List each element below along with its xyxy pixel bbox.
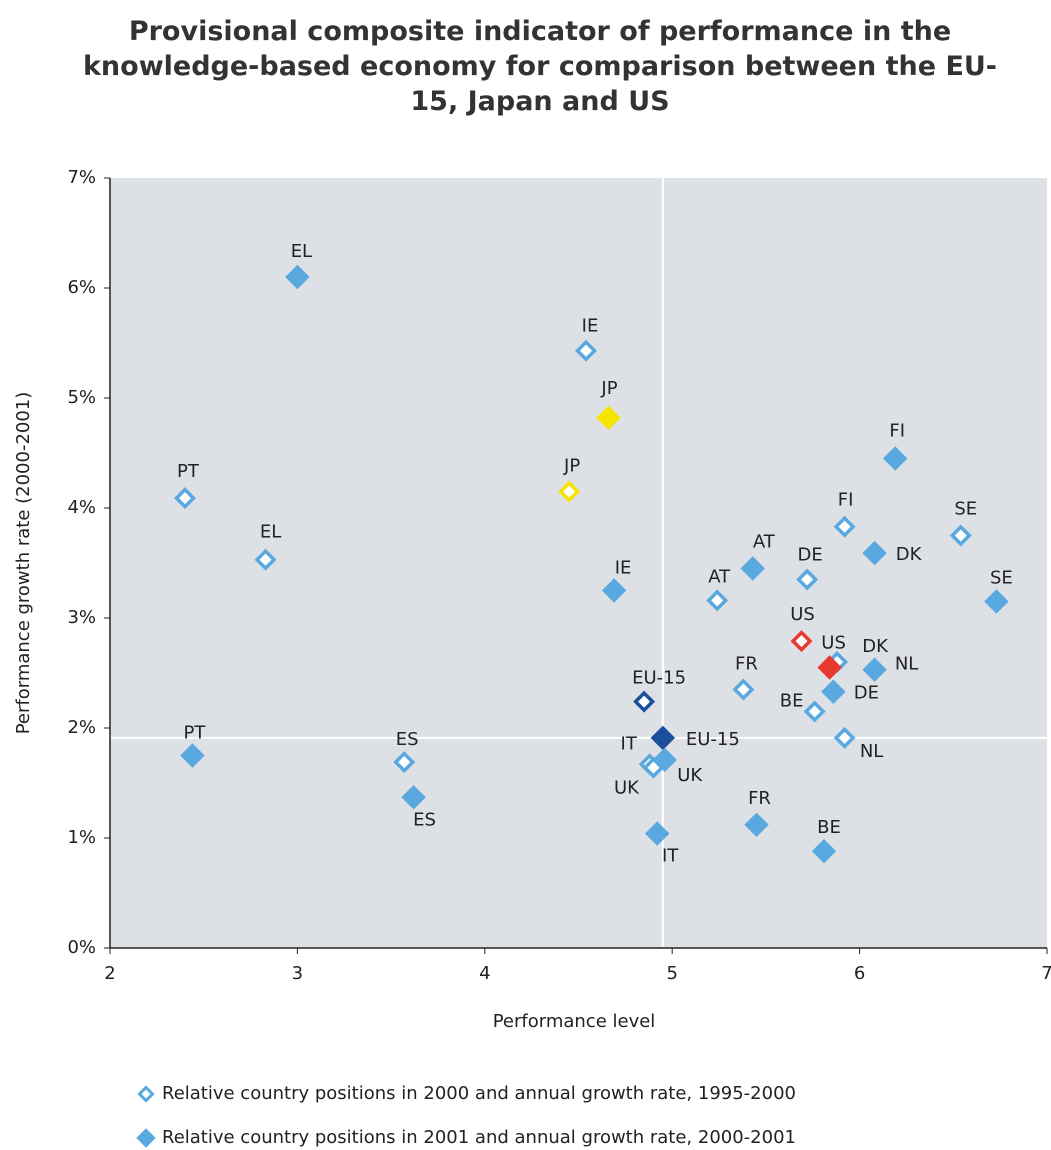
point (558, 480, 581, 503)
point-label: ES (413, 809, 436, 830)
point-label: PT (177, 461, 200, 482)
point (575, 339, 597, 362)
point-label: SE (990, 568, 1013, 589)
point-label: JP (563, 456, 580, 477)
legend-label: Relative country positions in 2000 and a… (162, 1083, 796, 1104)
point (833, 515, 856, 538)
point-label: DE (854, 683, 879, 704)
y-tick-label: 6% (67, 277, 96, 298)
point (393, 751, 416, 774)
point-label: UK (614, 778, 640, 799)
point (949, 524, 972, 547)
point-label: US (821, 633, 846, 654)
y-tick-label: 1% (67, 827, 96, 848)
x-axis-label: Performance level (493, 1011, 656, 1032)
point-label: NL (860, 741, 884, 762)
point (862, 540, 887, 566)
point (811, 838, 837, 864)
point-label: UK (677, 765, 703, 786)
point (796, 568, 819, 591)
point (740, 556, 765, 581)
y-tick-label: 7% (67, 167, 96, 188)
point (882, 446, 908, 471)
point-label: FR (748, 788, 771, 809)
point-label: DE (798, 545, 823, 566)
point (180, 743, 205, 768)
x-tick-label: 6 (854, 963, 865, 984)
point (744, 812, 769, 838)
point-label: DK (862, 636, 889, 657)
point (173, 487, 196, 510)
point (984, 589, 1009, 614)
y-tick-label: 2% (67, 717, 96, 738)
y-axis-label: Performance growth rate (2000-2001) (13, 392, 34, 735)
point-label: FI (838, 490, 854, 511)
legend-marker (136, 1128, 156, 1148)
x-tick-label: 7 (1041, 963, 1051, 984)
point (732, 678, 755, 701)
point (790, 630, 813, 653)
y-tick-label: 5% (67, 387, 96, 408)
point (803, 700, 826, 723)
point-label: FR (735, 654, 758, 675)
point-label: IT (662, 846, 679, 867)
point-label: ES (396, 729, 419, 750)
point-label: JP (600, 378, 617, 399)
legend-marker (137, 1085, 155, 1103)
point (645, 821, 670, 846)
point-label: FI (889, 421, 905, 442)
point-label: DK (896, 544, 923, 565)
point (254, 548, 277, 571)
point (817, 655, 842, 680)
point (862, 657, 887, 682)
point (633, 690, 656, 713)
x-tick-label: 3 (292, 963, 303, 984)
point-label: BE (817, 817, 841, 838)
point-label: IT (621, 733, 638, 754)
point (652, 747, 677, 773)
point (601, 578, 627, 603)
point-label: EU-15 (686, 729, 740, 750)
x-tick-label: 2 (104, 963, 115, 984)
point (706, 589, 729, 612)
point-label: US (790, 604, 815, 625)
x-tick-label: 4 (479, 963, 490, 984)
point-label: EL (291, 241, 312, 262)
y-tick-label: 4% (67, 497, 96, 518)
point-label: SE (954, 499, 977, 520)
point-label: IE (582, 316, 599, 337)
point-label: EU-15 (632, 668, 686, 689)
y-tick-label: 3% (67, 607, 96, 628)
point (596, 405, 621, 431)
point (285, 264, 310, 290)
chart-title: Provisional composite indicator of perfo… (82, 16, 998, 118)
point-label: PT (184, 723, 207, 744)
point-label: NL (895, 654, 919, 675)
point-label: AT (753, 532, 776, 553)
y-tick-label: 0% (67, 937, 96, 958)
point (833, 726, 856, 749)
point (821, 679, 846, 704)
point (401, 785, 426, 810)
point-label: IE (615, 558, 632, 579)
point-label: AT (708, 566, 731, 587)
point-label: BE (780, 691, 804, 712)
x-tick-label: 5 (666, 963, 677, 984)
legend-label: Relative country positions in 2001 and a… (162, 1127, 796, 1148)
point (650, 725, 676, 751)
point-label: EL (260, 522, 281, 543)
